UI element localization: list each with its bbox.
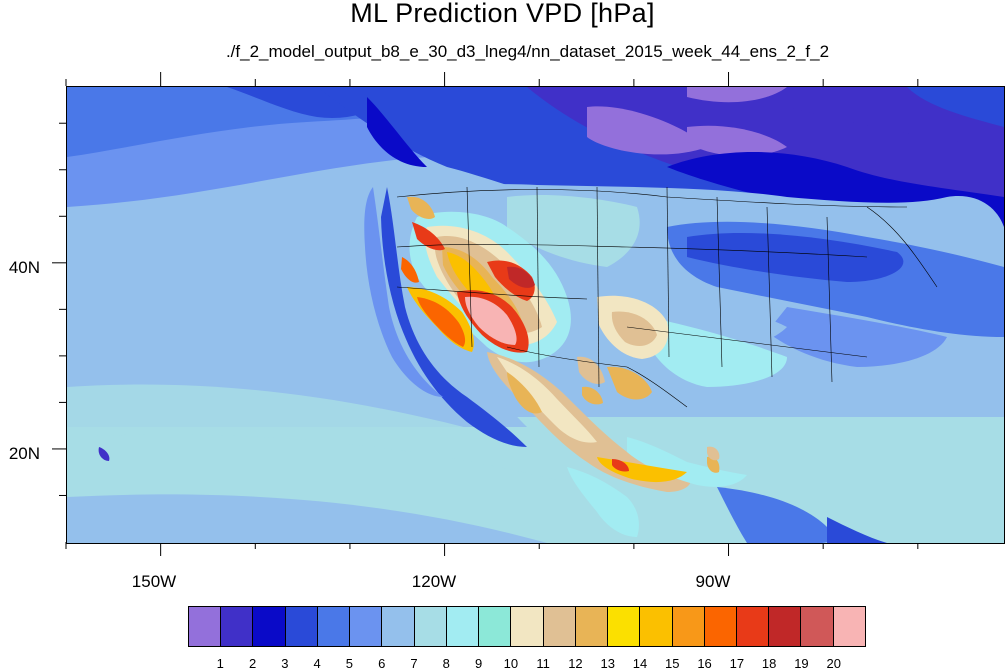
map-subtitle: ./f_2_model_output_b8_e_30_d3_lneg4/nn_d…	[225, 42, 830, 61]
colorbar-box	[801, 607, 834, 646]
lon-label-120w: 120W	[411, 572, 457, 591]
colorbar-box	[704, 607, 737, 646]
colorbar-box	[221, 607, 254, 646]
colorbar-box	[350, 607, 383, 646]
colorbar-label: 17	[729, 656, 745, 671]
colorbar-box	[414, 607, 447, 646]
colorbar-box	[253, 607, 286, 646]
colorbar-box	[382, 607, 415, 646]
colorbar-label: 11	[536, 656, 550, 671]
colorbar-box	[543, 607, 576, 646]
vpd-map	[66, 86, 1005, 544]
colorbar-label: 20	[826, 656, 841, 671]
colorbar-label: 3	[281, 656, 289, 671]
colorbar-box	[575, 607, 609, 646]
lat-label-20n: 20N	[8, 444, 40, 463]
colorbar-box	[769, 607, 802, 646]
colorbar-box	[285, 607, 318, 646]
colorbar-label: 16	[697, 656, 712, 671]
colorbar-label: 13	[600, 656, 615, 671]
vpd-colorbar	[188, 606, 866, 647]
colorbar-label: 4	[313, 656, 321, 671]
colorbar-label: 2	[248, 656, 257, 671]
colorbar-label: 8	[442, 656, 450, 671]
colorbar-box	[446, 607, 480, 646]
colorbar-box	[833, 607, 865, 646]
colorbar-label: 14	[632, 656, 648, 671]
colorbar-box	[511, 607, 544, 646]
colorbar-box	[640, 607, 673, 646]
vpd-field	[67, 87, 1004, 543]
lat-label-40n: 40N	[8, 258, 40, 277]
colorbar-box	[479, 607, 512, 646]
colorbar-box	[317, 607, 351, 646]
colorbar-label: 10	[503, 656, 519, 671]
colorbar-box	[672, 607, 705, 646]
colorbar-label: 7	[410, 656, 418, 671]
colorbar-label: 19	[794, 656, 809, 671]
colorbar-labels: 1 2 3 4 5 6 7 8 9 10 11 12 13 14 15 16 17 18 19 20	[0, 656, 1005, 672]
colorbar-label: 18	[761, 656, 777, 671]
colorbar-box	[608, 607, 641, 646]
map-title: ML Prediction VPD [hPa]	[350, 0, 655, 28]
colorbar-label: 1	[216, 656, 224, 671]
colorbar-box	[736, 607, 770, 646]
lon-label-150w: 150W	[131, 572, 177, 591]
lon-label-90w: 90W	[695, 572, 731, 591]
colorbar-label: 12	[568, 656, 583, 671]
colorbar-label: 5	[345, 656, 354, 671]
colorbar-label: 6	[378, 656, 386, 671]
colorbar-label: 9	[474, 656, 483, 671]
colorbar-box	[189, 607, 222, 646]
colorbar-label: 15	[665, 656, 680, 671]
